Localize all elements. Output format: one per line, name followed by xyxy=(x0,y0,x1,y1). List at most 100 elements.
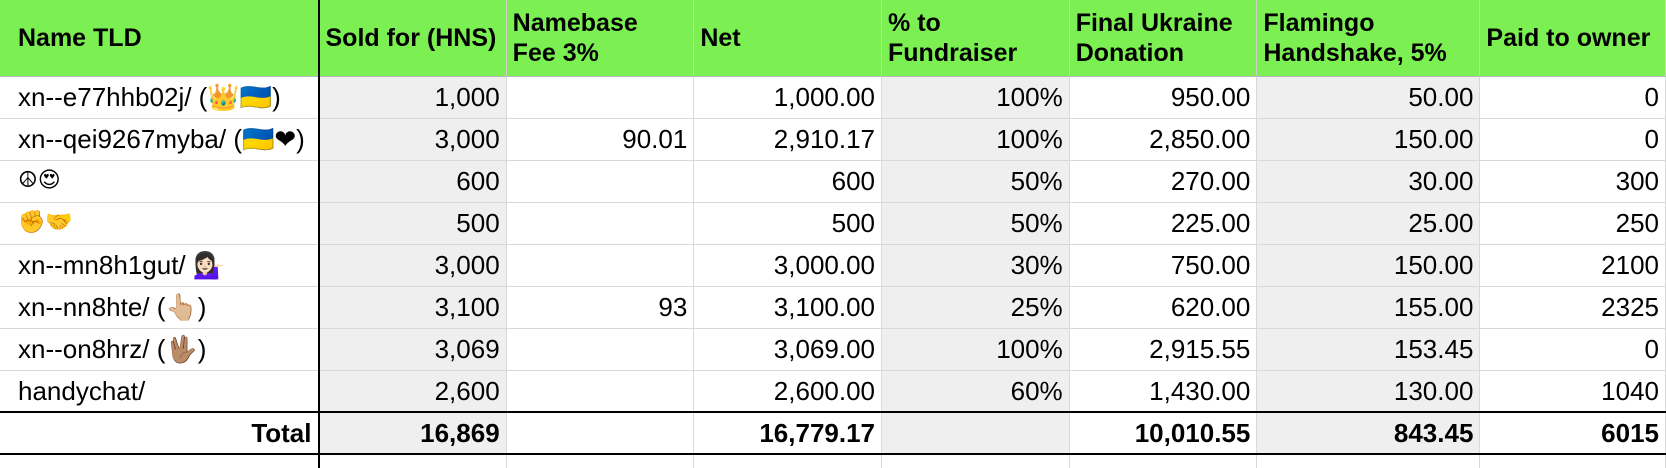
total-namebase-fee[interactable] xyxy=(506,411,695,455)
total-flamingo-handshake[interactable]: 843.45 xyxy=(1256,411,1481,455)
cell-final-ukraine-donation[interactable]: 750.00 xyxy=(1069,244,1258,287)
total-net[interactable]: 16,779.17 xyxy=(693,411,883,455)
table-row: xn--qei9267myba/ (🇺🇦❤) 3,000 90.01 2,910… xyxy=(0,118,1666,161)
cell-final-ukraine-donation[interactable]: 2,850.00 xyxy=(1069,118,1258,161)
cell-percent-to-fundraiser[interactable]: 50% xyxy=(881,202,1070,245)
cell-sold-for[interactable]: 3,100 xyxy=(317,286,507,329)
cell-percent-to-fundraiser[interactable]: 30% xyxy=(881,244,1070,287)
cell-net[interactable]: 2,600.00 xyxy=(693,370,883,413)
header-cell-sold-for[interactable]: Sold for (HNS) xyxy=(317,0,507,77)
cell-flamingo-handshake[interactable]: 153.45 xyxy=(1256,328,1481,371)
cell-flamingo-handshake[interactable]: 30.00 xyxy=(1256,160,1481,203)
empty-cell[interactable] xyxy=(693,454,883,468)
cell-final-ukraine-donation[interactable]: 1,430.00 xyxy=(1069,370,1258,413)
cell-paid-to-owner[interactable]: 2100 xyxy=(1479,244,1666,287)
header-cell-final-ukraine-donation[interactable]: Final Ukraine Donation xyxy=(1069,0,1258,77)
cell-name-tld[interactable]: ✊🤝 xyxy=(0,202,319,245)
total-final-ukraine-donation[interactable]: 10,010.55 xyxy=(1069,411,1258,455)
cell-net[interactable]: 3,000.00 xyxy=(693,244,883,287)
cell-sold-for[interactable]: 1,000 xyxy=(317,76,507,119)
total-label[interactable]: Total xyxy=(0,411,319,455)
cell-name-tld[interactable]: xn--qei9267myba/ (🇺🇦❤) xyxy=(0,118,319,161)
cell-paid-to-owner[interactable]: 0 xyxy=(1479,118,1666,161)
cell-namebase-fee[interactable] xyxy=(506,370,695,413)
cell-paid-to-owner[interactable]: 0 xyxy=(1479,76,1666,119)
total-sold-for[interactable]: 16,869 xyxy=(317,411,507,455)
total-row: Total 16,869 16,779.17 10,010.55 843.45 … xyxy=(0,411,1666,455)
empty-cell[interactable] xyxy=(317,454,507,468)
cell-namebase-fee[interactable] xyxy=(506,160,695,203)
table-row: xn--mn8h1gut/ 💁🏻‍♀️ 3,000 3,000.00 30% 7… xyxy=(0,244,1666,287)
cell-paid-to-owner[interactable]: 300 xyxy=(1479,160,1666,203)
cell-percent-to-fundraiser[interactable]: 50% xyxy=(881,160,1070,203)
cell-percent-to-fundraiser[interactable]: 100% xyxy=(881,118,1070,161)
cell-percent-to-fundraiser[interactable]: 100% xyxy=(881,76,1070,119)
cell-final-ukraine-donation[interactable]: 225.00 xyxy=(1069,202,1258,245)
header-cell-net[interactable]: Net xyxy=(693,0,883,77)
cell-flamingo-handshake[interactable]: 155.00 xyxy=(1256,286,1481,329)
total-percent-to-fundraiser[interactable] xyxy=(881,411,1070,455)
cell-paid-to-owner[interactable]: 0 xyxy=(1479,328,1666,371)
header-cell-namebase-fee[interactable]: Namebase Fee 3% xyxy=(506,0,695,77)
cell-namebase-fee[interactable] xyxy=(506,202,695,245)
cell-sold-for[interactable]: 3,069 xyxy=(317,328,507,371)
cell-net[interactable]: 2,910.17 xyxy=(693,118,883,161)
empty-cell[interactable] xyxy=(1479,454,1666,468)
cell-percent-to-fundraiser[interactable]: 25% xyxy=(881,286,1070,329)
cell-namebase-fee[interactable]: 93 xyxy=(506,286,695,329)
cell-final-ukraine-donation[interactable]: 620.00 xyxy=(1069,286,1258,329)
cell-final-ukraine-donation[interactable]: 950.00 xyxy=(1069,76,1258,119)
cell-flamingo-handshake[interactable]: 130.00 xyxy=(1256,370,1481,413)
cell-final-ukraine-donation[interactable]: 2,915.55 xyxy=(1069,328,1258,371)
cell-name-tld[interactable]: xn--e77hhb02j/ (👑🇺🇦) xyxy=(0,76,319,119)
cell-sold-for[interactable]: 3,000 xyxy=(317,118,507,161)
cell-sold-for[interactable]: 3,000 xyxy=(317,244,507,287)
cell-flamingo-handshake[interactable]: 25.00 xyxy=(1256,202,1481,245)
cell-namebase-fee[interactable]: 90.01 xyxy=(506,118,695,161)
cell-percent-to-fundraiser[interactable]: 100% xyxy=(881,328,1070,371)
cell-name-tld[interactable]: xn--on8hrz/ (🖖🏽) xyxy=(0,328,319,371)
table-row: ☮😍 600 600 50% 270.00 30.00 300 xyxy=(0,160,1666,203)
empty-cell[interactable] xyxy=(1256,454,1481,468)
cell-flamingo-handshake[interactable]: 150.00 xyxy=(1256,118,1481,161)
header-cell-flamingo-handshake[interactable]: Flamingo Handshake, 5% xyxy=(1256,0,1481,77)
empty-cell[interactable] xyxy=(1069,454,1258,468)
table-row: xn--on8hrz/ (🖖🏽) 3,069 3,069.00 100% 2,9… xyxy=(0,328,1666,371)
cell-net[interactable]: 600 xyxy=(693,160,883,203)
cell-namebase-fee[interactable] xyxy=(506,76,695,119)
cell-name-tld[interactable]: xn--nn8hte/ (👆🏼) xyxy=(0,286,319,329)
header-cell-percent-to-fundraiser[interactable]: % to Fundraiser xyxy=(881,0,1070,77)
cell-namebase-fee[interactable] xyxy=(506,244,695,287)
cell-name-tld[interactable]: ☮😍 xyxy=(0,160,319,203)
total-paid-to-owner[interactable]: 6015 xyxy=(1479,411,1666,455)
cell-flamingo-handshake[interactable]: 50.00 xyxy=(1256,76,1481,119)
cell-namebase-fee[interactable] xyxy=(506,328,695,371)
cell-sold-for[interactable]: 600 xyxy=(317,160,507,203)
empty-cell[interactable] xyxy=(881,454,1070,468)
header-cell-paid-to-owner[interactable]: Paid to owner xyxy=(1479,0,1666,77)
cell-paid-to-owner[interactable]: 250 xyxy=(1479,202,1666,245)
empty-cell[interactable] xyxy=(0,454,319,468)
cell-net[interactable]: 1,000.00 xyxy=(693,76,883,119)
cell-net[interactable]: 3,100.00 xyxy=(693,286,883,329)
cell-final-ukraine-donation[interactable]: 270.00 xyxy=(1069,160,1258,203)
cell-net[interactable]: 500 xyxy=(693,202,883,245)
cell-name-tld[interactable]: xn--mn8h1gut/ 💁🏻‍♀️ xyxy=(0,244,319,287)
empty-cell[interactable] xyxy=(506,454,695,468)
cell-sold-for[interactable]: 500 xyxy=(317,202,507,245)
cell-sold-for[interactable]: 2,600 xyxy=(317,370,507,413)
cell-paid-to-owner[interactable]: 2325 xyxy=(1479,286,1666,329)
table-row: xn--e77hhb02j/ (👑🇺🇦) 1,000 1,000.00 100%… xyxy=(0,76,1666,119)
cell-percent-to-fundraiser[interactable]: 60% xyxy=(881,370,1070,413)
header-row: Name TLD Sold for (HNS) Namebase Fee 3% … xyxy=(0,0,1666,77)
cell-flamingo-handshake[interactable]: 150.00 xyxy=(1256,244,1481,287)
cell-net[interactable]: 3,069.00 xyxy=(693,328,883,371)
table-row: ✊🤝 500 500 50% 225.00 25.00 250 xyxy=(0,202,1666,245)
table-row: handychat/ 2,600 2,600.00 60% 1,430.00 1… xyxy=(0,370,1666,413)
header-cell-name-tld[interactable]: Name TLD xyxy=(0,0,319,77)
cell-name-tld[interactable]: handychat/ xyxy=(0,370,319,413)
table-row: xn--nn8hte/ (👆🏼) 3,100 93 3,100.00 25% 6… xyxy=(0,286,1666,329)
cell-paid-to-owner[interactable]: 1040 xyxy=(1479,370,1666,413)
